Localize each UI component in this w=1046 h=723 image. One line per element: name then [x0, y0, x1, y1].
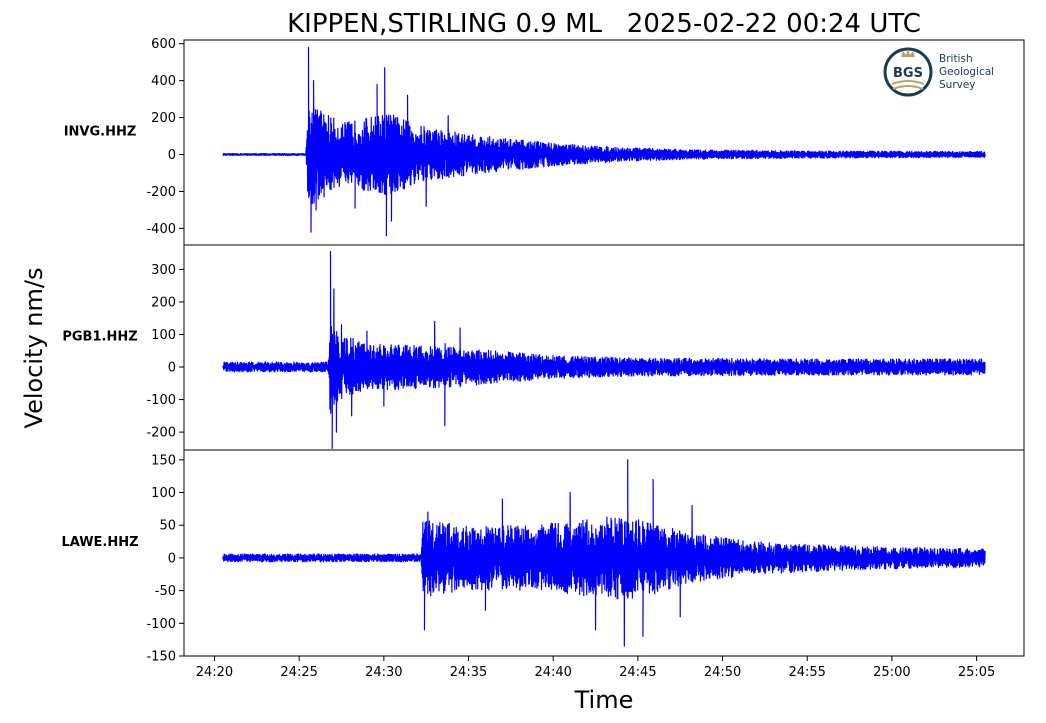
y-tick-label: 0: [168, 361, 176, 376]
y-tick-label: 150: [151, 453, 176, 468]
y-tick-label: 200: [151, 111, 176, 126]
x-tick-label: 24:40: [534, 665, 571, 680]
station-label: INVG.HHZ: [64, 125, 137, 140]
y-tick-label: 100: [151, 486, 176, 501]
y-tick-label: -200: [146, 185, 176, 200]
crown-icon: [901, 49, 915, 57]
y-tick-label: 50: [159, 519, 176, 534]
bgs-logo-line1: British: [939, 53, 973, 65]
waveform-trace-invg-hhz: [222, 46, 986, 237]
waveform-trace-lawe-hhz: [222, 459, 986, 647]
y-tick-label: -150: [146, 650, 176, 665]
y-tick-label: -400: [146, 222, 176, 237]
x-tick-label: 24:55: [788, 665, 825, 680]
x-tick-label: 24:50: [704, 665, 741, 680]
x-tick-label: 25:00: [873, 665, 910, 680]
bgs-logo-line2: Geological: [939, 66, 994, 78]
y-tick-label: 0: [168, 551, 176, 566]
y-tick-label: -100: [146, 393, 176, 408]
x-tick-label: 24:25: [280, 665, 317, 680]
panel-frame-3: [183, 449, 1025, 657]
station-label: LAWE.HHZ: [61, 535, 138, 550]
y-tick-label: -100: [146, 617, 176, 632]
y-axis-label: Velocity nm/s: [20, 268, 48, 429]
bgs-logo-line3: Survey: [939, 79, 976, 91]
waveform-trace-pgb1-hhz: [222, 250, 986, 449]
y-tick-label: 200: [151, 295, 176, 310]
y-tick-label: 400: [151, 74, 176, 89]
y-tick-label: 0: [168, 148, 176, 163]
panel-frame-2: [183, 244, 1025, 451]
x-tick-label: 24:45: [619, 665, 656, 680]
x-axis-label: Time: [574, 686, 634, 714]
panels-group: -400 -200 0 200 400 600 INVG.HHZ -200 -100 0 100 20…: [61, 37, 1025, 680]
y-tick-label: -200: [146, 426, 176, 441]
x-tick-label: 24:30: [365, 665, 402, 680]
y-tick-label: 100: [151, 328, 176, 343]
strata-icon: [891, 80, 925, 90]
bgs-logo-initials: BGS: [893, 66, 923, 81]
x-tick-label: 24:20: [196, 665, 233, 680]
chart-title: KIPPEN,STIRLING 0.9 ML 2025-02-22 00:24 …: [287, 9, 921, 39]
bgs-logo: BGS British Geological Survey: [883, 47, 994, 97]
x-tick-label: 24:35: [450, 665, 487, 680]
station-label: PGB1.HHZ: [62, 330, 137, 345]
x-tick-label: 25:05: [958, 665, 995, 680]
y-tick-label: -50: [155, 584, 176, 599]
y-tick-label: 600: [151, 37, 176, 52]
y-tick-label: 300: [151, 263, 176, 278]
